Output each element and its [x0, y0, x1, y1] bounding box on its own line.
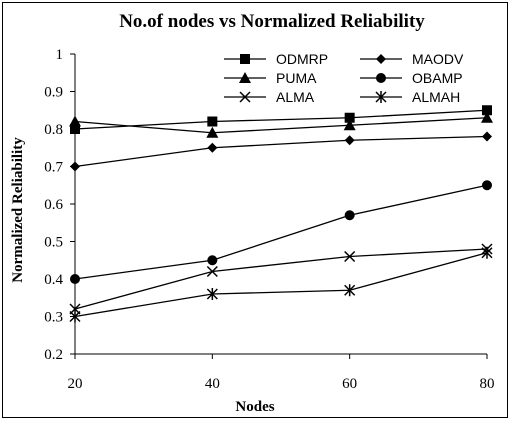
- data-point-obamp: [207, 255, 218, 266]
- legend-item-odmrp: ODMRP: [224, 51, 328, 67]
- data-point-obamp: [70, 274, 80, 284]
- legend-marker-puma: [239, 72, 251, 83]
- y-tick-label: 1: [56, 47, 64, 63]
- y-tick-label: 0.5: [44, 235, 63, 251]
- data-point-almah: [481, 246, 493, 259]
- legend-marker-maodv: [376, 54, 386, 64]
- data-point-puma: [481, 111, 493, 123]
- y-tick-label: 0.3: [44, 310, 63, 326]
- legend: ODMRP MAODV PUMA OBAMP ALMA ALMAH: [224, 51, 464, 105]
- y-tick-label: 0.9: [44, 85, 63, 101]
- series-line-odmrp: [74, 109, 488, 130]
- legend-marker-obamp: [376, 73, 386, 83]
- y-tick-label: 0.6: [44, 197, 63, 213]
- x-axis-label: Nodes: [235, 399, 274, 415]
- series-line-almah: [74, 252, 488, 318]
- data-point-puma: [343, 119, 356, 131]
- axes: 0.2 0.3 0.4 0.5 0.6 0.7 0.8 0.9 1 20 40 60 80: [44, 47, 494, 392]
- data-point-almah: [69, 310, 81, 323]
- x-tick-label: 20: [68, 376, 83, 392]
- legend-item-alma: ALMA: [224, 89, 315, 105]
- y-tick-label: 0.4: [44, 272, 63, 288]
- marker-stroke: [239, 91, 251, 103]
- series-layer: [69, 105, 493, 323]
- marker-stroke: [344, 250, 356, 263]
- series-line-obamp: [74, 184, 488, 280]
- data-point-odmrp: [70, 124, 80, 134]
- series-alma: [69, 243, 493, 315]
- legend-marker-odmrp: [240, 54, 250, 64]
- data-point-puma: [206, 126, 219, 138]
- y-tick-label: 0.7: [44, 160, 63, 176]
- legend-marker-alma: [239, 91, 251, 103]
- marker-stroke: [206, 265, 218, 278]
- data-point-maodv: [344, 135, 355, 146]
- x-tick-label: 60: [342, 376, 357, 392]
- y-axis-label: Normalized Reliability: [10, 137, 26, 283]
- data-point-obamp: [344, 210, 355, 221]
- data-point-odmrp: [207, 116, 218, 127]
- legend-item-almah: ALMAH: [360, 89, 460, 105]
- legend-item-maodv: MAODV: [360, 51, 464, 67]
- legend-label-puma: PUMA: [276, 70, 317, 86]
- legend-item-obamp: OBAMP: [360, 70, 463, 86]
- series-puma: [69, 111, 493, 138]
- y-tick-label: 0.2: [44, 347, 63, 363]
- series-line-alma: [74, 248, 488, 310]
- series-line-puma: [74, 117, 488, 134]
- legend-label-odmrp: ODMRP: [276, 51, 328, 67]
- data-point-odmrp: [344, 112, 355, 123]
- data-point-maodv: [70, 161, 80, 172]
- legend-label-maodv: MAODV: [412, 51, 464, 67]
- data-point-almah: [344, 284, 356, 297]
- data-point-maodv: [482, 131, 492, 142]
- legend-label-almah: ALMAH: [412, 89, 460, 105]
- data-point-obamp: [482, 180, 492, 191]
- legend-marker-almah: [375, 91, 387, 103]
- legend-label-alma: ALMA: [276, 89, 315, 105]
- data-point-almah: [206, 288, 218, 300]
- y-tick-label: 0.8: [44, 122, 63, 138]
- series-almah: [69, 246, 493, 323]
- series-obamp: [70, 180, 492, 284]
- chart-title: No.of nodes vs Normalized Reliability: [119, 11, 425, 32]
- series-maodv: [70, 131, 492, 172]
- series-line-maodv: [74, 135, 488, 168]
- series-odmrp: [70, 105, 492, 134]
- x-tick-label: 40: [205, 376, 220, 392]
- data-point-alma: [206, 265, 218, 278]
- data-point-puma: [69, 115, 81, 127]
- data-point-alma: [344, 250, 356, 263]
- legend-label-obamp: OBAMP: [412, 70, 463, 86]
- x-tick-label: 80: [480, 376, 495, 392]
- data-point-odmrp: [482, 105, 492, 116]
- legend-item-puma: PUMA: [224, 70, 317, 86]
- chart-frame: [2, 2, 508, 418]
- data-point-maodv: [207, 142, 218, 153]
